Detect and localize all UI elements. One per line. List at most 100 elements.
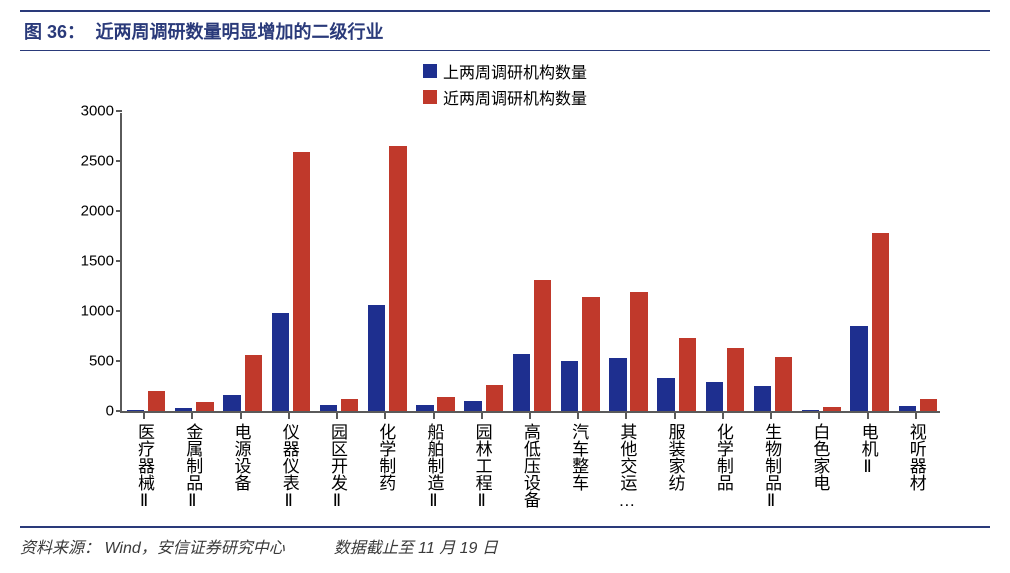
- x-tick-mark: [529, 413, 531, 419]
- x-axis-label: 视听器材: [907, 423, 925, 491]
- x-tick-mark: [143, 413, 145, 419]
- x-tick-mark: [577, 413, 579, 419]
- x-axis-label: 生物制品Ⅱ: [762, 423, 780, 511]
- x-axis-label: 化学制品: [714, 423, 732, 491]
- x-axis-label: 园区开发Ⅱ: [328, 423, 346, 511]
- bar-series-1: [823, 407, 840, 411]
- bar-series-1: [630, 292, 647, 411]
- bar-group: [701, 113, 749, 411]
- x-axis-label: 化学制药: [376, 423, 394, 491]
- bar-series-1: [920, 399, 937, 411]
- legend-item-1: 近两周调研机构数量: [423, 85, 587, 109]
- x-tick-mark: [191, 413, 193, 419]
- x-axis-label: 船舶制造Ⅱ: [425, 423, 443, 511]
- bar-group: [170, 113, 218, 411]
- bar-group: [556, 113, 604, 411]
- x-tick-mark: [915, 413, 917, 419]
- bar-group: [411, 113, 459, 411]
- bar-series-0: [175, 408, 192, 412]
- bar-series-0: [416, 405, 433, 411]
- bar-series-1: [727, 348, 744, 411]
- legend-swatch-1: [423, 90, 437, 104]
- bar-series-1: [872, 233, 889, 411]
- x-axis-label: 医疗器械Ⅱ: [135, 423, 153, 511]
- bar-series-0: [609, 358, 626, 411]
- bar-series-0: [127, 410, 144, 411]
- figure-title: 近两周调研数量明显增加的二级行业: [95, 22, 383, 42]
- legend-swatch-0: [423, 64, 437, 78]
- x-axis-label: 汽车整车: [569, 423, 587, 491]
- x-tick-mark: [288, 413, 290, 419]
- legend-item-0: 上两周调研机构数量: [423, 59, 587, 83]
- bar-series-0: [223, 395, 240, 411]
- x-tick-mark: [818, 413, 820, 419]
- footer-source-value: Wind，安信证券研究中心: [104, 540, 284, 557]
- bar-series-0: [464, 401, 481, 411]
- bar-series-0: [706, 382, 723, 411]
- bar-series-0: [561, 361, 578, 411]
- bar-series-0: [272, 313, 289, 411]
- bar-series-1: [148, 391, 165, 411]
- bar-series-0: [802, 410, 819, 412]
- x-tick-mark: [625, 413, 627, 419]
- bar-series-0: [657, 378, 674, 411]
- bar-group: [508, 113, 556, 411]
- bar-series-0: [368, 305, 385, 411]
- x-tick-mark: [770, 413, 772, 419]
- y-tick-mark: [116, 310, 122, 312]
- y-tick-mark: [116, 210, 122, 212]
- footer-source-label: 资料来源：: [20, 540, 100, 557]
- bar-series-1: [293, 152, 310, 411]
- x-axis-label: 白色家电: [810, 423, 828, 491]
- bar-group: [363, 113, 411, 411]
- bar-series-0: [754, 386, 771, 411]
- y-tick-mark: [116, 410, 122, 412]
- x-axis-label: 高低压设备: [521, 423, 539, 508]
- bar-group: [894, 113, 942, 411]
- figure-header: 图 36： 近两周调研数量明显增加的二级行业: [20, 10, 990, 51]
- chart-plot-area: 050010001500200025003000 医疗器械Ⅱ金属制品Ⅱ电源设备仪…: [80, 113, 960, 433]
- bar-group: [604, 113, 652, 411]
- legend-label-0: 上两周调研机构数量: [443, 59, 587, 83]
- bar-group: [267, 113, 315, 411]
- x-tick-mark: [433, 413, 435, 419]
- y-tick-mark: [116, 360, 122, 362]
- figure-footer: 资料来源： Wind，安信证券研究中心 数据截止至 11 月 19 日: [20, 526, 990, 558]
- bar-group: [218, 113, 266, 411]
- x-axis-label: 金属制品Ⅱ: [183, 423, 201, 511]
- bar-series-1: [582, 297, 599, 411]
- bar-series-0: [513, 354, 530, 411]
- bar-series-0: [899, 406, 916, 411]
- bar-series-1: [775, 357, 792, 411]
- x-axis-label: 电源设备: [232, 423, 250, 491]
- bar-series-1: [679, 338, 696, 411]
- bar-group: [460, 113, 508, 411]
- chart-bars: [122, 113, 940, 411]
- bar-series-1: [245, 355, 262, 411]
- x-tick-mark: [384, 413, 386, 419]
- x-axis-label: 仪器仪表Ⅱ: [280, 423, 298, 511]
- x-axis-label: 其他交运…: [618, 423, 636, 510]
- bar-group: [315, 113, 363, 411]
- y-tick-mark: [116, 160, 122, 162]
- x-axis-label: 园林工程Ⅱ: [473, 423, 491, 511]
- bar-series-0: [320, 405, 337, 411]
- bar-group: [122, 113, 170, 411]
- legend-label-1: 近两周调研机构数量: [443, 85, 587, 109]
- x-tick-mark: [481, 413, 483, 419]
- chart-legend: 上两周调研机构数量 近两周调研机构数量: [20, 59, 990, 109]
- x-tick-mark: [674, 413, 676, 419]
- bar-series-1: [196, 402, 213, 411]
- bar-series-1: [341, 399, 358, 411]
- x-tick-mark: [240, 413, 242, 419]
- bar-series-1: [534, 280, 551, 411]
- bar-series-1: [486, 385, 503, 411]
- bar-series-1: [389, 146, 406, 411]
- figure-container: 图 36： 近两周调研数量明显增加的二级行业 上两周调研机构数量 近两周调研机构…: [20, 10, 990, 558]
- x-axis-label: 电机Ⅱ: [859, 423, 877, 477]
- y-tick-mark: [116, 260, 122, 262]
- bar-group: [846, 113, 894, 411]
- chart-axes: 050010001500200025003000: [120, 113, 940, 413]
- bar-series-0: [850, 326, 867, 411]
- bar-group: [749, 113, 797, 411]
